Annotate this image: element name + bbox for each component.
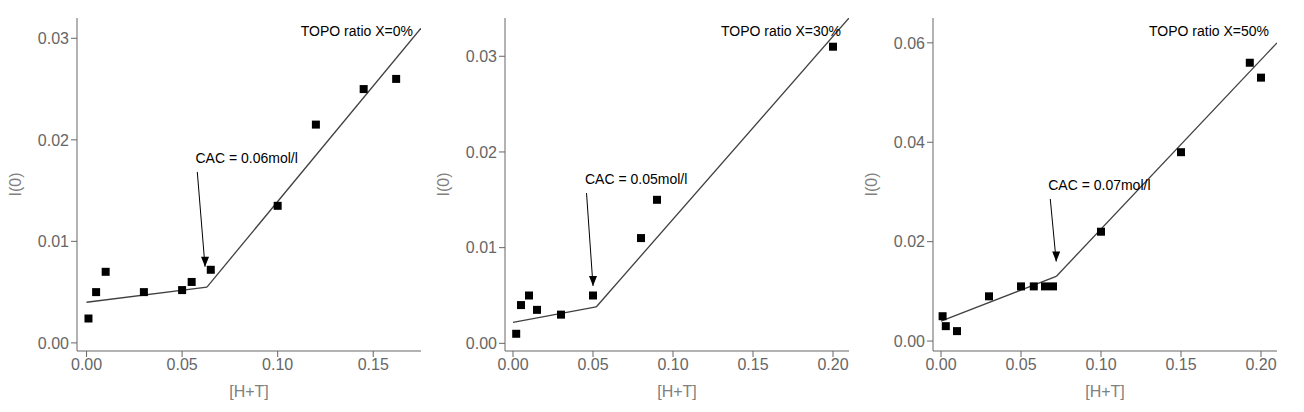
svg-text:0.05: 0.05 <box>577 356 608 373</box>
svg-text:0.03: 0.03 <box>466 48 497 65</box>
svg-text:0.01: 0.01 <box>466 239 497 256</box>
svg-text:0.03: 0.03 <box>38 30 69 47</box>
svg-text:CAC = 0.07mol/l: CAC = 0.07mol/l <box>1048 177 1150 193</box>
svg-text:0.00: 0.00 <box>925 356 956 373</box>
svg-text:CAC = 0.06mol/l: CAC = 0.06mol/l <box>195 150 297 166</box>
svg-text:0.00: 0.00 <box>466 335 497 352</box>
svg-text:0.04: 0.04 <box>894 134 925 151</box>
svg-text:0.02: 0.02 <box>38 132 69 149</box>
svg-text:CAC = 0.05mol/l: CAC = 0.05mol/l <box>585 171 687 187</box>
svg-text:I(0): I(0) <box>8 173 24 197</box>
svg-text:0.15: 0.15 <box>737 356 768 373</box>
svg-text:0.20: 0.20 <box>817 356 848 373</box>
svg-text:I(0): I(0) <box>436 173 452 197</box>
svg-text:0.15: 0.15 <box>1165 356 1196 373</box>
svg-text:TOPO ratio X=30%: TOPO ratio X=30% <box>721 23 841 39</box>
svg-text:0.05: 0.05 <box>167 356 198 373</box>
svg-text:[H+T]: [H+T] <box>229 383 269 400</box>
svg-text:I(0): I(0) <box>864 173 880 197</box>
svg-text:0.00: 0.00 <box>894 333 925 350</box>
svg-text:[H+T]: [H+T] <box>1085 383 1125 400</box>
svg-text:0.10: 0.10 <box>1085 356 1116 373</box>
svg-text:TOPO ratio X=50%: TOPO ratio X=50% <box>1149 23 1269 39</box>
svg-text:0.10: 0.10 <box>657 356 688 373</box>
svg-text:0.02: 0.02 <box>894 233 925 250</box>
svg-text:0.01: 0.01 <box>38 233 69 250</box>
svg-text:0.10: 0.10 <box>262 356 293 373</box>
svg-text:0.00: 0.00 <box>38 335 69 352</box>
svg-text:0.15: 0.15 <box>358 356 389 373</box>
svg-text:0.02: 0.02 <box>466 144 497 161</box>
svg-text:[H+T]: [H+T] <box>657 383 697 400</box>
svg-text:0.00: 0.00 <box>71 356 102 373</box>
svg-text:TOPO ratio X=0%: TOPO ratio X=0% <box>301 23 413 39</box>
svg-text:0.06: 0.06 <box>894 35 925 52</box>
svg-text:0.05: 0.05 <box>1005 356 1036 373</box>
svg-text:0.00: 0.00 <box>497 356 528 373</box>
svg-text:0.20: 0.20 <box>1245 356 1276 373</box>
